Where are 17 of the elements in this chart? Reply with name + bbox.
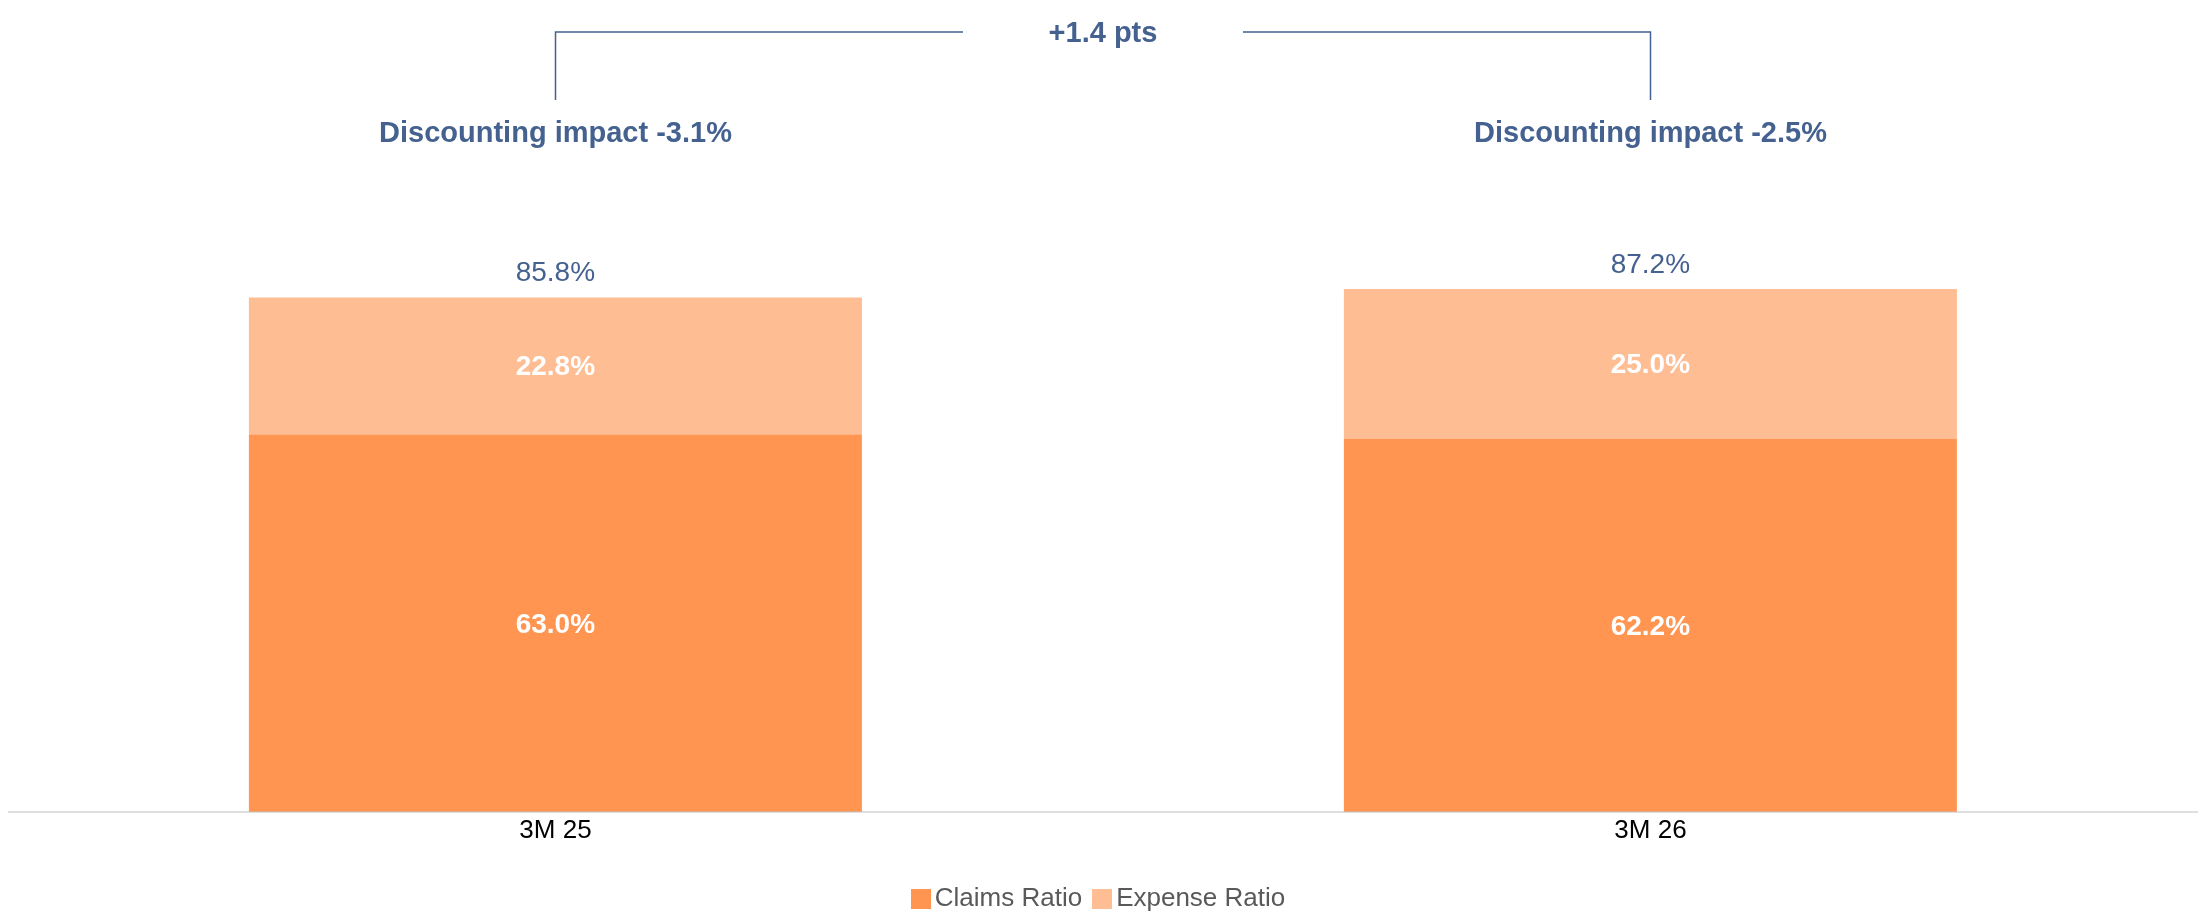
bar	[1343, 438, 1957, 812]
text: Discounting impact -2.5%	[1474, 116, 1828, 148]
bar	[1343, 289, 1957, 439]
bar	[248, 297, 862, 435]
bar	[248, 434, 862, 812]
total-label: 85.8%	[515, 256, 596, 288]
total-label: 87.2%	[1610, 248, 1691, 279]
text: Discounting impact -3.1%	[379, 116, 733, 148]
x-tick-label: 3M 25	[519, 814, 592, 845]
legend-label: Expense Ratio	[1116, 882, 1286, 912]
legend-label: Claims Ratio	[934, 882, 1083, 912]
data-label: 25.0%	[1610, 348, 1691, 380]
data-label: 62.2%	[1610, 609, 1691, 641]
data-label: 22.8%	[515, 350, 596, 382]
data-label: 63.0%	[515, 607, 596, 639]
x-tick-label: 3M 26	[1614, 814, 1687, 845]
text: +1.4 pts	[1048, 16, 1158, 48]
